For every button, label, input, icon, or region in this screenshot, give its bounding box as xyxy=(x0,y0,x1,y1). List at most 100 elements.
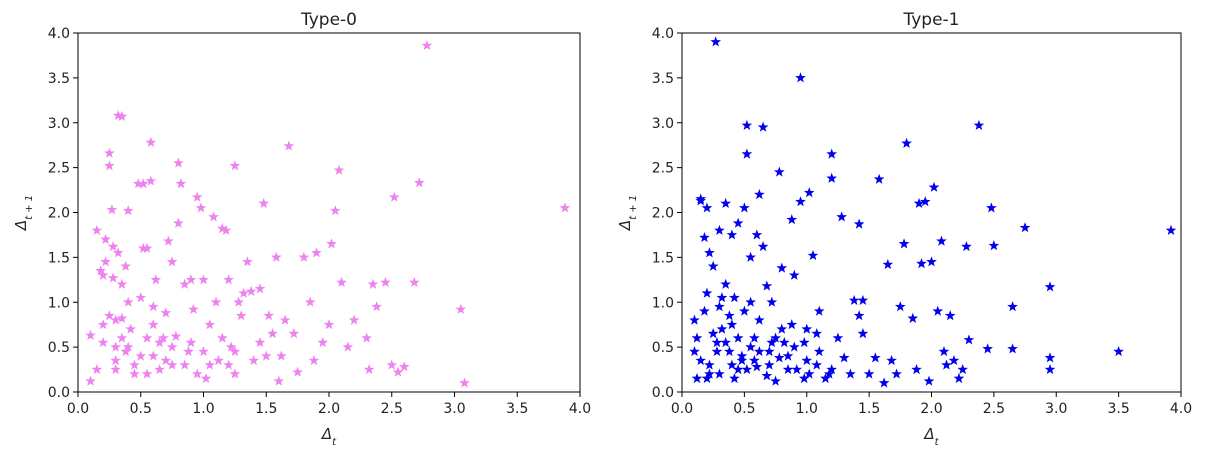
data-point xyxy=(916,258,927,269)
data-point xyxy=(329,205,341,216)
data-point xyxy=(122,205,134,216)
data-point xyxy=(711,346,723,357)
data-point xyxy=(107,272,119,283)
data-point xyxy=(716,292,728,303)
data-point xyxy=(894,301,906,312)
data-point xyxy=(961,241,972,252)
data-point xyxy=(304,296,316,307)
data-point xyxy=(147,301,159,312)
data-point xyxy=(732,363,744,375)
x-tick-label: 0.0 xyxy=(67,401,89,417)
data-point xyxy=(701,202,713,213)
data-point xyxy=(292,366,303,377)
data-point xyxy=(150,274,162,285)
data-point xyxy=(125,323,137,334)
x-tick-label: 3.5 xyxy=(506,401,528,417)
data-point xyxy=(141,368,153,379)
y-tick-label: 4.0 xyxy=(652,26,674,42)
data-point xyxy=(788,341,800,352)
data-point xyxy=(120,260,132,271)
y-tick-label: 3.5 xyxy=(48,71,70,87)
data-point xyxy=(106,204,118,215)
data-point xyxy=(273,375,285,386)
data-point xyxy=(770,332,781,343)
data-point xyxy=(1113,346,1124,357)
data-point xyxy=(275,350,287,361)
y-tick-label: 2.0 xyxy=(48,206,70,222)
x-tick-label: 0.5 xyxy=(733,401,755,417)
data-point xyxy=(838,352,850,363)
x-tick-label: 3.0 xyxy=(1045,401,1067,417)
data-point xyxy=(116,312,128,323)
data-point xyxy=(745,296,756,307)
data-point xyxy=(1044,363,1056,375)
y-tick-label: 3.0 xyxy=(48,116,70,132)
data-point xyxy=(336,276,347,288)
data-point xyxy=(323,319,335,330)
data-point xyxy=(798,337,810,348)
data-point xyxy=(160,307,172,318)
data-point xyxy=(137,178,149,189)
data-point xyxy=(857,294,869,305)
data-point xyxy=(170,330,182,341)
data-point xyxy=(116,278,128,289)
x-tick-label: 1.5 xyxy=(255,401,277,417)
data-point xyxy=(936,235,947,246)
data-point xyxy=(386,359,398,370)
y-tick-label: 1.5 xyxy=(48,250,70,266)
y-tick-label: 2.5 xyxy=(48,161,70,177)
data-point xyxy=(229,160,241,171)
data-point xyxy=(870,352,881,363)
data-point xyxy=(928,181,940,192)
data-point xyxy=(380,276,391,288)
data-point xyxy=(795,72,806,83)
data-point xyxy=(270,251,282,262)
data-point xyxy=(198,346,209,357)
data-point xyxy=(786,214,798,225)
data-point xyxy=(361,332,372,343)
data-point xyxy=(173,217,184,228)
data-point xyxy=(110,341,121,352)
data-point xyxy=(188,303,199,314)
data-point xyxy=(100,256,111,267)
data-point xyxy=(260,350,272,361)
data-point xyxy=(559,202,571,213)
data-point xyxy=(741,119,753,130)
data-point xyxy=(782,350,794,361)
data-point xyxy=(183,346,194,357)
data-point xyxy=(689,314,700,325)
data-point xyxy=(720,278,731,289)
data-point xyxy=(726,359,738,370)
data-point xyxy=(689,346,700,357)
data-point xyxy=(204,319,216,330)
data-point xyxy=(973,119,985,130)
data-point xyxy=(254,337,266,348)
y-tick-label: 4.0 xyxy=(48,26,70,42)
data-point xyxy=(944,310,956,321)
data-point xyxy=(782,363,794,375)
data-point xyxy=(699,305,710,316)
data-point xyxy=(317,337,329,348)
x-tick-label: 4.0 xyxy=(569,401,591,417)
data-point xyxy=(225,341,237,352)
data-point xyxy=(223,274,234,285)
data-point xyxy=(853,310,865,321)
data-point xyxy=(91,224,103,235)
data-point xyxy=(761,280,773,291)
data-point xyxy=(729,292,740,303)
data-point xyxy=(166,256,178,267)
data-point xyxy=(326,238,337,249)
data-point xyxy=(898,238,910,249)
data-point xyxy=(736,354,748,366)
data-point xyxy=(704,368,715,379)
data-point xyxy=(873,173,885,184)
x-axis-label: Δt xyxy=(923,425,939,448)
scatter-panel-type-0: 0.0 0.5 1.0 1.5 2.0 2.5 3.0 3.5 4.0 0.0 0.5 1.0 1.5 2… xyxy=(12,10,591,448)
data-point xyxy=(786,319,798,330)
data-point xyxy=(813,346,825,357)
y-tick-label: 1.0 xyxy=(652,295,674,311)
data-point xyxy=(220,224,232,235)
data-point xyxy=(459,377,470,388)
data-point xyxy=(175,178,187,189)
data-point xyxy=(891,368,902,379)
